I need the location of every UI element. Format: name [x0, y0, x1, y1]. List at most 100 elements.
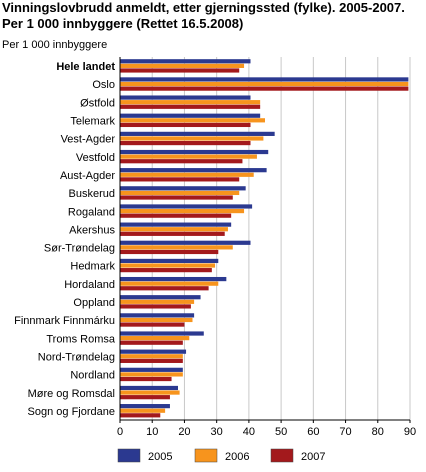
bar-2006	[120, 190, 240, 196]
bar-2006	[120, 154, 257, 159]
legend-swatch-2006	[194, 448, 218, 463]
bar-2005	[120, 258, 219, 264]
category-label: Vestfold	[76, 152, 115, 164]
bar-2007	[120, 340, 183, 345]
bar-2005	[120, 313, 195, 318]
bar-2006	[120, 336, 190, 341]
bar-2005	[120, 240, 251, 245]
bar-2005	[120, 204, 253, 209]
bar-2006	[120, 263, 216, 268]
bar-2005	[120, 59, 251, 64]
chart-title-line1: Vinningslovbrudd anmeldt, etter gjerning…	[2, 0, 405, 15]
category-label: Buskerud	[69, 188, 115, 200]
bar-2005	[120, 404, 170, 409]
legend-label-2006: 2006	[225, 451, 249, 463]
legend-label-2005: 2005	[148, 451, 172, 463]
chart-title: Vinningslovbrudd anmeldt, etter gjerning…	[2, 0, 424, 32]
x-tick-label: 30	[211, 426, 223, 438]
bar-2007	[120, 86, 409, 91]
bar-2006	[120, 372, 183, 377]
bar-2007	[120, 213, 232, 218]
bar-2006	[120, 118, 265, 123]
bar-2006	[120, 354, 183, 359]
bar-2005	[120, 385, 178, 391]
category-label: Møre og Romsdal	[28, 388, 115, 400]
bar-2007	[120, 249, 219, 255]
category-label: Aust-Agder	[60, 170, 115, 182]
bar-2006	[120, 81, 409, 87]
x-tick-label: 50	[275, 426, 287, 438]
bar-2006	[120, 281, 219, 286]
bar-2005	[120, 186, 246, 191]
bar-2006	[120, 245, 233, 250]
bar-2005	[120, 349, 187, 354]
bar-2006	[120, 390, 180, 395]
bar-2007	[120, 395, 170, 400]
x-tick-label: 80	[372, 426, 384, 438]
bar-2006	[120, 63, 245, 68]
bar-2006	[120, 227, 228, 232]
y-axis-unit-label: Per 1 000 innbyggere	[2, 39, 108, 51]
bar-2007	[120, 376, 172, 382]
category-label: Nordland	[70, 370, 115, 382]
category-label: Akershus	[69, 224, 115, 236]
x-tick-label: 40	[243, 426, 255, 438]
bar-2005	[120, 276, 227, 282]
category-label: Nord-Trøndelag	[38, 351, 115, 363]
bar-2007	[120, 413, 161, 418]
bar-2005	[120, 331, 204, 336]
bar-2006	[120, 299, 195, 304]
bar-2006	[120, 317, 193, 323]
bar-2005	[120, 222, 232, 227]
x-tick-label: 0	[117, 426, 123, 438]
category-label: Oppland	[73, 297, 115, 309]
category-label: Rogaland	[68, 206, 115, 218]
bar-2005	[120, 367, 183, 372]
category-label: Hele landet	[56, 61, 115, 73]
bar-2007	[120, 322, 185, 327]
bar-2007	[120, 122, 251, 128]
x-tick-label: 20	[178, 426, 190, 438]
legend-swatch-2005	[117, 448, 141, 463]
category-label: Sør-Trøndelag	[44, 243, 115, 255]
bar-2005	[120, 168, 267, 173]
bar-2006	[120, 172, 254, 177]
bar-2005	[120, 77, 409, 82]
bar-2005	[120, 131, 275, 136]
bar-2006	[120, 100, 261, 105]
category-label: Telemark	[70, 116, 115, 128]
bar-2005	[120, 149, 269, 155]
category-label: Sogn og Fjordane	[28, 406, 115, 418]
bar-2007	[120, 286, 209, 291]
bar-2007	[120, 231, 225, 236]
bar-2007	[120, 140, 251, 146]
bar-2005	[120, 95, 251, 100]
category-label: Hordaland	[64, 279, 115, 291]
category-label: Troms Romsa	[46, 333, 116, 345]
bar-2007	[120, 304, 191, 309]
bar-2006	[120, 408, 166, 413]
bar-2006	[120, 208, 245, 214]
category-label: Hedmark	[70, 261, 115, 273]
category-label: Vest-Agder	[61, 134, 116, 146]
category-label: Oslo	[92, 79, 115, 91]
bar-2007	[120, 68, 240, 73]
bar-2005	[120, 113, 261, 118]
legend-swatch-2007	[270, 448, 294, 463]
x-tick-label: 10	[146, 426, 158, 438]
bar-2006	[120, 136, 264, 141]
bar-2005	[120, 295, 201, 300]
legend-label-2007: 2007	[301, 451, 325, 463]
bar-2007	[120, 177, 240, 182]
x-tick-label: 90	[404, 426, 416, 438]
x-tick-label: 70	[339, 426, 351, 438]
bar-2007	[120, 159, 243, 164]
bar-2007	[120, 268, 212, 273]
category-label: Østfold	[80, 97, 115, 109]
bar-2007	[120, 104, 261, 109]
chart-title-line2: Per 1 000 innbyggere (Rettet 16.5.2008)	[2, 16, 244, 31]
bar-2007	[120, 195, 233, 200]
x-tick-label: 60	[307, 426, 319, 438]
category-label: Finnmark Finnmárku	[14, 315, 115, 327]
